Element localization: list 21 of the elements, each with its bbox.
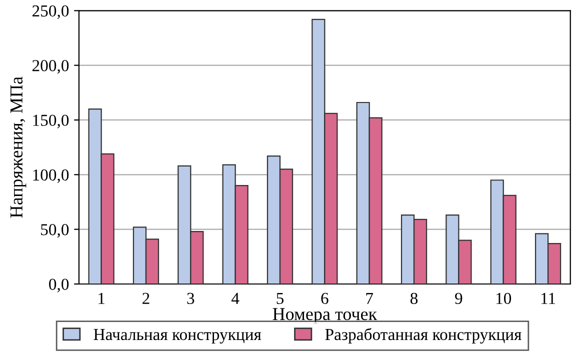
legend-label: Разработанная конструкция [325, 328, 522, 344]
x-tick-label: 10 [496, 292, 512, 304]
y-tick-label: 250,0 [32, 5, 69, 19]
x-tick-label: 1 [98, 292, 104, 304]
y-tick-label: 50,0 [41, 224, 69, 238]
x-tick-label: 3 [187, 292, 194, 304]
y-tick-label: 150,0 [33, 114, 69, 128]
y-tick-label: 100,0 [33, 169, 69, 184]
x-tick-label: 4 [231, 292, 240, 304]
x-tick-label: 5 [276, 292, 284, 304]
x-tick-label: 11 [541, 292, 556, 304]
x-tick-label: 7 [366, 292, 374, 304]
y-tick-label: 200,0 [32, 60, 69, 74]
x-axis-title: Номера точек [272, 308, 378, 324]
x-tick-label: 9 [455, 292, 462, 304]
y-axis-title: Напряжения, МПа [10, 76, 26, 218]
legend-label: Начальная конструкция [94, 329, 262, 344]
x-tick-label: 2 [142, 292, 150, 304]
x-tick-label: 6 [321, 292, 328, 304]
x-tick-label: 8 [410, 292, 418, 304]
y-tick-label: 0,0 [49, 278, 69, 292]
